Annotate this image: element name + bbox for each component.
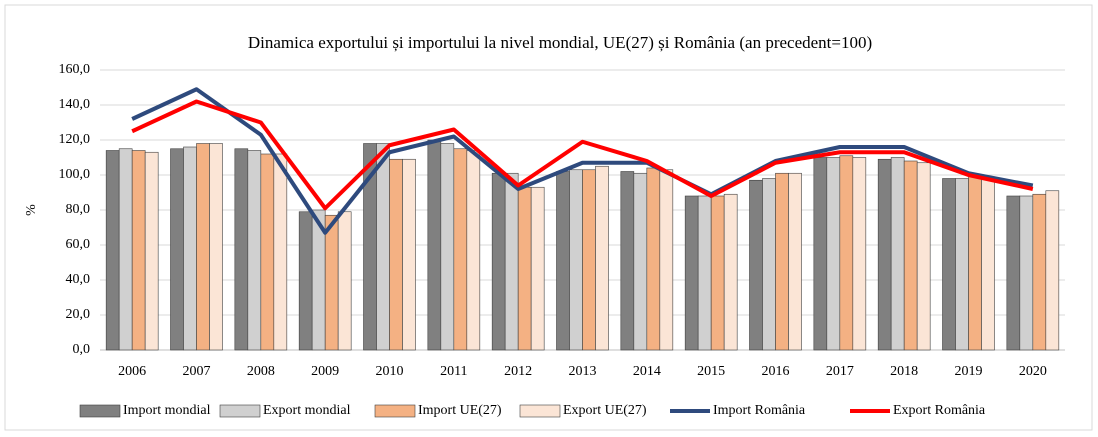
bar bbox=[273, 153, 288, 351]
y-tick-label: 160,0 bbox=[59, 62, 91, 77]
bar bbox=[556, 171, 570, 351]
bar bbox=[1019, 195, 1034, 351]
bar bbox=[427, 139, 442, 351]
bar bbox=[659, 169, 674, 351]
legend-label: Import mondial bbox=[123, 403, 211, 418]
x-tick-label: 2019 bbox=[955, 364, 983, 379]
y-tick-label: 0,0 bbox=[73, 342, 91, 357]
bar bbox=[582, 169, 596, 351]
bar bbox=[144, 151, 159, 351]
legend-label: Export UE(27) bbox=[563, 403, 647, 418]
legend-swatch bbox=[519, 404, 561, 418]
bar bbox=[1006, 195, 1021, 351]
bar bbox=[209, 143, 223, 351]
bar bbox=[749, 179, 763, 351]
y-tick-label: 80,0 bbox=[66, 202, 91, 217]
y-tick-label: 40,0 bbox=[66, 272, 91, 287]
bar bbox=[389, 158, 403, 351]
bar bbox=[402, 158, 416, 351]
bar bbox=[981, 176, 995, 351]
line bbox=[131, 99, 1034, 211]
bar bbox=[646, 167, 661, 351]
bar bbox=[453, 148, 468, 351]
x-tick-label: 2018 bbox=[890, 364, 918, 379]
x-tick-label: 2008 bbox=[247, 364, 275, 379]
bar bbox=[697, 195, 712, 351]
legend-label: Import România bbox=[713, 403, 806, 418]
legend-label: Export mondial bbox=[263, 403, 351, 418]
x-tick-label: 2010 bbox=[376, 364, 404, 379]
bar bbox=[1045, 190, 1060, 351]
bar bbox=[131, 150, 146, 351]
line bbox=[131, 87, 1034, 235]
y-axis-label: % bbox=[24, 204, 39, 216]
x-tick-label: 2017 bbox=[826, 364, 854, 379]
bar bbox=[1032, 193, 1047, 351]
bar bbox=[877, 158, 892, 351]
legend-label: Export România bbox=[893, 403, 986, 418]
bar bbox=[183, 146, 197, 351]
bar bbox=[903, 160, 918, 351]
legend-swatch bbox=[79, 404, 121, 418]
bar bbox=[196, 143, 210, 351]
bar bbox=[530, 186, 545, 351]
bar bbox=[234, 148, 249, 351]
bar bbox=[491, 172, 506, 351]
bar bbox=[916, 162, 931, 351]
bar bbox=[595, 165, 609, 351]
legend-label: Import UE(27) bbox=[418, 403, 502, 418]
legend-swatch bbox=[219, 404, 261, 418]
bar bbox=[118, 148, 133, 351]
bar bbox=[569, 169, 583, 351]
chart-title: Dinamica exportului și importului la niv… bbox=[248, 33, 872, 52]
legend-swatch bbox=[374, 404, 416, 418]
bar bbox=[298, 211, 313, 351]
bar bbox=[633, 172, 648, 351]
x-tick-label: 2012 bbox=[504, 364, 532, 379]
bar bbox=[955, 178, 969, 351]
bar bbox=[775, 172, 789, 351]
bar bbox=[170, 148, 184, 351]
y-tick-label: 20,0 bbox=[66, 307, 91, 322]
x-tick-label: 2014 bbox=[633, 364, 661, 379]
bar bbox=[517, 186, 532, 351]
bar bbox=[466, 150, 481, 351]
x-tick-label: 2009 bbox=[311, 364, 339, 379]
bar bbox=[260, 153, 275, 351]
bar bbox=[839, 155, 854, 351]
bar bbox=[247, 150, 262, 351]
x-tick-label: 2016 bbox=[762, 364, 790, 379]
bar bbox=[852, 157, 867, 351]
bar bbox=[968, 176, 982, 351]
x-tick-label: 2006 bbox=[118, 364, 146, 379]
bar bbox=[440, 143, 455, 351]
y-tick-label: 120,0 bbox=[59, 132, 91, 147]
bar bbox=[710, 195, 725, 351]
x-tick-label: 2015 bbox=[697, 364, 725, 379]
bar bbox=[813, 157, 828, 351]
bar bbox=[620, 171, 635, 351]
bar bbox=[504, 172, 519, 351]
bar bbox=[826, 157, 841, 351]
bar bbox=[105, 150, 120, 351]
y-tick-label: 100,0 bbox=[59, 167, 91, 182]
x-tick-label: 2013 bbox=[569, 364, 597, 379]
bar bbox=[684, 195, 699, 351]
bar bbox=[324, 214, 339, 351]
bar bbox=[376, 143, 390, 351]
bar bbox=[788, 172, 802, 351]
bar bbox=[723, 193, 738, 351]
bar bbox=[942, 178, 956, 351]
x-tick-label: 2007 bbox=[183, 364, 211, 379]
y-tick-label: 60,0 bbox=[66, 237, 91, 252]
x-tick-label: 2020 bbox=[1019, 364, 1047, 379]
bar bbox=[762, 178, 776, 351]
x-tick-label: 2011 bbox=[440, 364, 467, 379]
bar bbox=[337, 211, 352, 351]
bar bbox=[890, 157, 905, 351]
y-tick-label: 140,0 bbox=[59, 97, 91, 112]
